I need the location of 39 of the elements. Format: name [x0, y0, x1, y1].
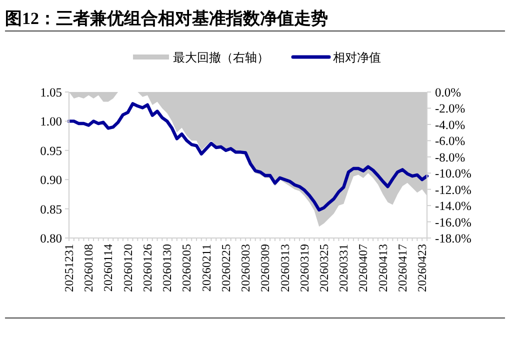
chart-title: 图12：三者兼优组合相对基准指数净值走势 — [5, 9, 328, 28]
x-tick-label: 20260331 — [336, 244, 351, 292]
line-series — [67, 102, 429, 212]
y2-tick-label: 0.0% — [435, 86, 462, 100]
y-tick-label: 1.05 — [40, 86, 62, 100]
y2-tick-label: -2.0% — [435, 102, 466, 116]
y-tick-label: 0.80 — [40, 232, 62, 246]
x-tick-label: 20260313 — [278, 244, 292, 292]
y2-tick-label: -16.0% — [435, 215, 472, 230]
y-tick-label: 0.85 — [40, 202, 62, 216]
x-tick-label: 20260303 — [238, 244, 253, 292]
x-tick-label: 20260126 — [140, 244, 154, 292]
y2-tick-label: -14.0% — [435, 199, 472, 214]
x-tick-label: 20260325 — [317, 244, 332, 292]
x-tick-label: 20251231 — [62, 244, 76, 292]
y2-tick-label: -12.0% — [435, 182, 472, 197]
y-tick-label: 0.95 — [40, 144, 62, 158]
y2-tick-label: -8.0% — [435, 150, 466, 164]
x-tick-label: 20260205 — [180, 244, 194, 292]
y-tick-label: 1.00 — [40, 114, 62, 129]
x-tick-label: 20260407 — [356, 244, 370, 292]
x-tick-label: 20260423 — [415, 244, 430, 292]
x-tick-label: 20260114 — [101, 244, 116, 292]
x-tick-label: 20260413 — [376, 244, 390, 292]
y2-tick-label: -18.0% — [435, 232, 472, 246]
x-tick-label: 20260417 — [395, 244, 410, 292]
x-tick-label: 20260309 — [258, 244, 272, 292]
x-tick-label: 20260130 — [160, 244, 174, 292]
y2-tick-label: -4.0% — [435, 118, 466, 132]
x-tick-label: 20260108 — [82, 244, 96, 292]
legend-label: 最大回撤（右轴） — [173, 50, 269, 64]
x-tick-label: 20260120 — [120, 244, 135, 292]
y2-tick-label: -6.0% — [435, 134, 466, 148]
x-tick-label: 20260211 — [199, 244, 214, 292]
x-tick-label: 20260225 — [218, 244, 233, 292]
x-tick-label: 20260319 — [297, 244, 312, 292]
y-tick-label: 0.90 — [40, 173, 62, 188]
legend-label: 相对净值 — [333, 50, 381, 64]
y2-tick-label: -10.0% — [435, 166, 472, 181]
